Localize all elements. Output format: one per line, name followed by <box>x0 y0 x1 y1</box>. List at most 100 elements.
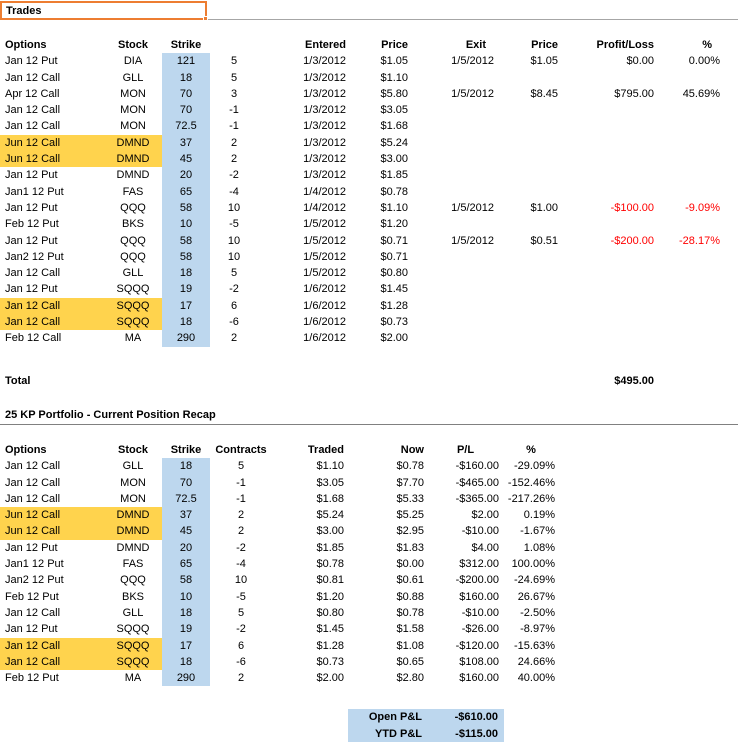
cell-price[interactable]: $0.78 <box>380 185 408 198</box>
cell-contracts[interactable]: -5 <box>229 218 239 231</box>
header-pl[interactable]: P/L <box>456 443 475 456</box>
cell-options[interactable]: Jan 12 Call <box>0 653 104 671</box>
cell-entered[interactable]: 1/3/2012 <box>303 55 346 68</box>
cell-strike[interactable]: 18 <box>162 604 210 622</box>
cell-contracts[interactable]: 2 <box>230 332 238 345</box>
cell-contracts[interactable]: -6 <box>236 655 246 668</box>
cell-percent[interactable]: 24.66% <box>517 655 555 668</box>
cell-strike[interactable]: 70 <box>162 102 210 119</box>
cell-price[interactable]: $0.71 <box>380 234 408 247</box>
cell-traded[interactable]: $0.73 <box>316 655 344 668</box>
cell-exit-price[interactable] <box>498 249 562 265</box>
cell-price[interactable]: $0.80 <box>380 267 408 280</box>
cell-contracts[interactable]: 10 <box>227 234 241 247</box>
cell-profit-loss[interactable] <box>562 167 658 183</box>
cell-stock[interactable]: DMND <box>104 151 162 168</box>
cell-strike[interactable]: 121 <box>162 53 210 70</box>
cell-strike[interactable]: 65 <box>162 556 210 573</box>
cell-entered[interactable]: 1/4/2012 <box>303 201 346 214</box>
cell-profit-loss[interactable]: -$100.00 <box>610 201 654 214</box>
cell-percent[interactable] <box>658 135 724 151</box>
cell-stock[interactable]: BKS <box>121 590 144 603</box>
cell-options[interactable]: Jun 12 Call <box>0 134 104 152</box>
header-contracts[interactable]: Contracts <box>215 443 267 456</box>
cell-options[interactable]: Jan 12 Call <box>0 297 104 315</box>
cell-contracts[interactable]: 10 <box>227 250 241 263</box>
cell-exit-price[interactable]: $0.51 <box>530 234 558 247</box>
cell-exit-price[interactable] <box>498 70 562 86</box>
cell-price[interactable]: $1.85 <box>380 169 408 182</box>
cell-price[interactable]: $3.00 <box>380 153 408 166</box>
cell-traded[interactable]: $5.24 <box>316 509 344 522</box>
cell-entered[interactable]: 1/6/2012 <box>303 283 346 296</box>
cell-percent[interactable]: 100.00% <box>511 558 555 571</box>
cell-pl[interactable]: -$10.00 <box>461 606 499 619</box>
cell-stock[interactable]: FAS <box>122 558 144 571</box>
header-profit-loss[interactable]: Profit/Loss <box>596 39 654 51</box>
cell-stock[interactable]: MA <box>124 672 142 685</box>
cell-percent[interactable]: -28.17% <box>679 234 720 247</box>
cell-price[interactable]: $0.73 <box>380 316 408 329</box>
cell-profit-loss[interactable] <box>562 330 658 346</box>
cell-traded[interactable]: $3.05 <box>316 476 344 489</box>
cell-profit-loss[interactable] <box>562 184 658 200</box>
cell-traded[interactable]: $1.85 <box>316 541 344 554</box>
cell-stock[interactable]: FAS <box>122 185 144 198</box>
cell-percent[interactable]: 1.08% <box>523 541 555 554</box>
cell-exit-price[interactable] <box>498 102 562 118</box>
cell-now[interactable]: $0.78 <box>396 460 424 473</box>
header-stock[interactable]: Stock <box>118 443 148 456</box>
cell-exit[interactable] <box>412 135 498 151</box>
cell-contracts[interactable]: -4 <box>236 558 246 571</box>
cell-pl[interactable]: -$365.00 <box>455 492 499 505</box>
cell-now[interactable]: $1.08 <box>396 639 424 652</box>
cell-profit-loss[interactable] <box>562 314 658 330</box>
header-options[interactable]: Options <box>5 39 47 51</box>
cell-contracts[interactable]: 2 <box>237 509 245 522</box>
cell-stock[interactable]: MA <box>124 332 142 345</box>
cell-stock[interactable]: DMND <box>116 541 150 554</box>
cell-now[interactable]: $1.58 <box>396 623 424 636</box>
cell-percent[interactable] <box>658 314 724 330</box>
cell-now[interactable]: $0.61 <box>396 574 424 587</box>
header-traded[interactable]: Traded <box>307 443 344 456</box>
cell-percent[interactable]: 40.00% <box>517 672 555 685</box>
cell-profit-loss[interactable]: $0.00 <box>626 55 654 68</box>
cell-stock[interactable]: BKS <box>121 218 144 231</box>
cell-exit[interactable]: 1/5/2012 <box>451 234 494 247</box>
cell-exit-price[interactable] <box>498 184 562 200</box>
cell-contracts[interactable]: 3 <box>230 87 238 100</box>
cell-exit[interactable] <box>412 184 498 200</box>
cell-stock[interactable]: DIA <box>123 55 143 68</box>
cell-strike[interactable]: 18 <box>162 653 210 671</box>
total-value[interactable]: $495.00 <box>614 374 654 387</box>
cell-contracts[interactable]: 6 <box>230 299 238 312</box>
header-strike[interactable]: Strike <box>170 39 202 51</box>
cell-options[interactable]: Apr 12 Call <box>5 87 60 100</box>
cell-traded[interactable]: $2.00 <box>316 672 344 685</box>
cell-now[interactable]: $1.83 <box>396 541 424 554</box>
cell-entered[interactable]: 1/4/2012 <box>303 185 346 198</box>
portfolio-section-title[interactable]: 25 KP Portfolio - Current Position Recap <box>0 407 738 425</box>
cell-stock[interactable]: DMND <box>104 507 162 524</box>
cell-now[interactable]: $5.33 <box>396 492 424 505</box>
cell-strike[interactable]: 17 <box>162 637 210 654</box>
cell-exit-price[interactable] <box>498 265 562 281</box>
cell-exit[interactable] <box>412 216 498 232</box>
cell-options[interactable]: Jan 12 Put <box>5 55 58 68</box>
cell-contracts[interactable]: -1 <box>236 476 246 489</box>
cell-options[interactable]: Jan1 12 Put <box>5 185 64 198</box>
cell-percent[interactable] <box>658 102 724 118</box>
cell-exit[interactable] <box>412 249 498 265</box>
cell-exit[interactable] <box>412 102 498 118</box>
cell-percent[interactable]: 45.69% <box>682 87 720 100</box>
cell-percent[interactable]: -29.09% <box>514 460 555 473</box>
cell-contracts[interactable]: -1 <box>229 104 239 117</box>
cell-exit-price[interactable] <box>498 298 562 314</box>
cell-strike[interactable]: 20 <box>162 539 210 557</box>
header-stock[interactable]: Stock <box>118 39 148 51</box>
cell-entered[interactable]: 1/3/2012 <box>303 104 346 117</box>
cell-options[interactable]: Jan 12 Put <box>5 623 58 636</box>
cell-profit-loss[interactable]: $795.00 <box>614 87 654 100</box>
cell-entered[interactable]: 1/3/2012 <box>303 71 346 84</box>
